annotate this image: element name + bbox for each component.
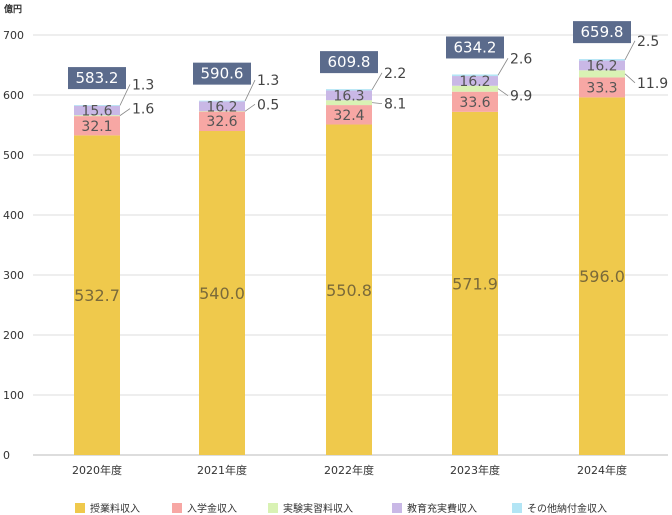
bar-segment bbox=[452, 91, 498, 112]
data-label: 32.4 bbox=[333, 108, 364, 124]
legend-label: 教育充実費収入 bbox=[407, 502, 477, 515]
bar-segment bbox=[74, 105, 120, 106]
y-tick-label: 0 bbox=[3, 449, 10, 462]
data-label: 596.0 bbox=[579, 267, 625, 286]
bar-segment bbox=[579, 60, 625, 71]
total-box bbox=[446, 36, 504, 59]
leader-line bbox=[624, 73, 636, 84]
legend-label: 入学金収入 bbox=[187, 502, 237, 515]
data-label: 532.7 bbox=[74, 286, 120, 305]
bar-segment bbox=[326, 105, 372, 125]
total-label: 590.6 bbox=[201, 65, 244, 83]
legend-label: その他納付金収入 bbox=[527, 502, 607, 515]
data-label: 16.3 bbox=[333, 88, 364, 104]
bar-segment bbox=[199, 111, 245, 131]
x-category-label: 2022年度 bbox=[324, 463, 374, 477]
bar-segment bbox=[326, 100, 372, 106]
y-tick-label: 600 bbox=[3, 89, 24, 102]
bar-segment bbox=[452, 85, 498, 92]
bar-segment bbox=[579, 77, 625, 98]
bar-segment bbox=[199, 111, 245, 112]
data-label: 11.9 bbox=[637, 76, 668, 92]
data-label: 33.3 bbox=[586, 80, 617, 96]
y-tick-label: 500 bbox=[3, 149, 24, 162]
total-box bbox=[193, 62, 251, 85]
y-tick-label: 100 bbox=[3, 389, 24, 402]
data-label: 16.2 bbox=[459, 74, 490, 90]
x-category-label: 2021年度 bbox=[197, 463, 247, 477]
bar-segment bbox=[452, 74, 498, 77]
data-label: 1.3 bbox=[257, 73, 279, 89]
bar-segment bbox=[452, 76, 498, 86]
bar-segment bbox=[199, 100, 245, 102]
leader-line bbox=[497, 58, 509, 76]
data-label: 540.0 bbox=[199, 284, 245, 303]
bar-segment bbox=[326, 124, 372, 456]
data-label: 16.2 bbox=[586, 58, 617, 74]
leader-line bbox=[371, 102, 383, 105]
data-label: 8.1 bbox=[384, 97, 406, 113]
data-label: 15.6 bbox=[81, 103, 112, 119]
bar-segment bbox=[579, 97, 625, 456]
leader-line bbox=[244, 79, 256, 102]
bar-segment bbox=[579, 70, 625, 78]
bar-segment bbox=[199, 131, 245, 455]
data-label: 1.3 bbox=[132, 77, 154, 93]
leader-line bbox=[624, 40, 636, 60]
legend-swatch bbox=[512, 503, 522, 513]
x-category-label: 2020年度 bbox=[72, 463, 122, 477]
bar-segment bbox=[74, 105, 120, 116]
bar-segment bbox=[199, 101, 245, 112]
bar-segment bbox=[74, 135, 120, 455]
data-label: 16.2 bbox=[206, 99, 237, 115]
total-label: 634.2 bbox=[454, 38, 497, 56]
bar-segment bbox=[74, 115, 120, 117]
bar-segment bbox=[579, 59, 625, 61]
data-label: 0.5 bbox=[257, 97, 279, 113]
legend-swatch bbox=[268, 503, 278, 513]
data-label: 33.6 bbox=[459, 95, 490, 111]
data-label: 571.9 bbox=[452, 274, 498, 293]
data-label: 2.2 bbox=[384, 66, 406, 82]
y-unit-label: 億円 bbox=[4, 3, 22, 15]
bar-segment bbox=[326, 89, 372, 91]
leader-line bbox=[119, 108, 131, 116]
legend-label: 授業料収入 bbox=[90, 502, 140, 515]
legend-swatch bbox=[75, 503, 85, 513]
legend-label: 実験実習料収入 bbox=[283, 502, 353, 515]
data-label: 1.6 bbox=[132, 102, 154, 118]
data-label: 2.6 bbox=[510, 51, 532, 67]
x-category-label: 2023年度 bbox=[450, 463, 500, 477]
y-tick-label: 400 bbox=[3, 209, 24, 222]
total-label: 609.8 bbox=[328, 53, 371, 71]
leader-line bbox=[244, 103, 256, 112]
total-box bbox=[68, 67, 126, 90]
data-label: 32.1 bbox=[81, 119, 112, 135]
total-box bbox=[573, 21, 631, 44]
bar-segment bbox=[74, 116, 120, 136]
bar-segment bbox=[452, 111, 498, 456]
leader-line bbox=[371, 72, 383, 90]
y-tick-label: 300 bbox=[3, 269, 24, 282]
total-label: 583.2 bbox=[76, 69, 119, 87]
total-box bbox=[320, 51, 378, 74]
data-label: 32.6 bbox=[206, 114, 237, 130]
data-label: 9.9 bbox=[510, 89, 532, 105]
total-label: 659.8 bbox=[581, 23, 624, 41]
y-tick-label: 700 bbox=[3, 29, 24, 42]
x-category-label: 2024年度 bbox=[577, 463, 627, 477]
leader-line bbox=[119, 84, 131, 106]
data-label: 2.5 bbox=[637, 34, 659, 50]
legend-swatch bbox=[172, 503, 182, 513]
leader-line bbox=[497, 88, 509, 97]
bar-segment bbox=[326, 90, 372, 101]
legend-swatch bbox=[392, 503, 402, 513]
y-tick-label: 200 bbox=[3, 329, 24, 342]
data-label: 550.8 bbox=[326, 281, 372, 300]
